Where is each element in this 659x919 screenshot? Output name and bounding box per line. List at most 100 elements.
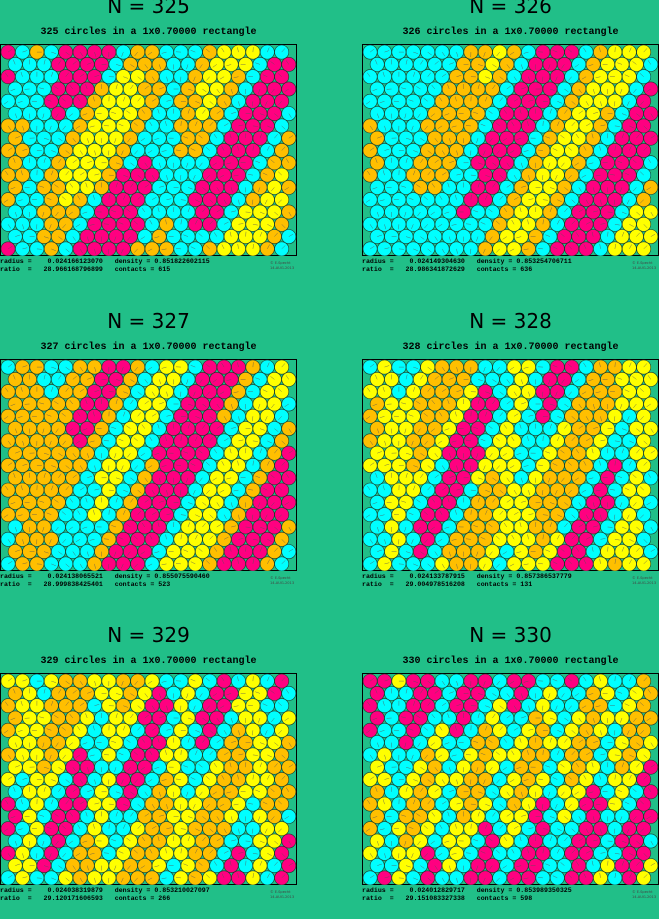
circle [210,422,224,436]
circle [1,217,15,231]
circle [363,483,377,497]
circle [421,94,435,108]
circle [565,409,579,423]
circle [435,217,449,231]
circle [15,385,29,399]
circle [557,156,571,170]
circle [174,409,188,423]
circle [231,70,245,84]
circle [428,785,442,799]
circle [442,760,456,774]
circle [370,156,384,170]
circle [485,859,499,873]
circle [629,180,643,194]
circle [565,94,579,108]
circle [428,686,442,700]
panel-subtitle: 328 circles in a 1x0.70000 rectangle [362,342,659,353]
stats-line: ratio = 29.151083327338 contacts = 598 [362,895,572,903]
circle [428,471,442,485]
circle [188,846,202,860]
stats-line: radius = 0.024038319879 density = 0.8532… [0,887,210,895]
circle [370,397,384,411]
circle [550,699,564,713]
circle [572,785,586,799]
circle [159,532,173,546]
circle [413,736,427,750]
circle [550,674,564,688]
circle [116,748,130,762]
circle [253,785,267,799]
circle [131,723,145,737]
circle [579,119,593,133]
circle [421,674,435,688]
circle [123,422,137,436]
circle [159,699,173,713]
credit-line: © E.Specht [270,261,294,266]
circle [593,846,607,860]
circle [464,483,478,497]
circle [572,230,586,244]
circle [145,532,159,546]
circle [8,785,22,799]
circle [203,508,217,522]
circle [586,834,600,848]
circle [131,674,145,688]
circle [131,846,145,860]
circle [377,508,391,522]
circle [478,217,492,231]
credit-line: © E.Specht [632,261,656,266]
circle [123,545,137,559]
circle [586,711,600,725]
circle [478,532,492,546]
circle [586,446,600,460]
circle [586,397,600,411]
circle-packing [0,44,297,256]
stats: radius = 0.024138065521 density = 0.8550… [0,573,210,589]
circle [152,372,166,386]
circle [152,156,166,170]
circle [66,859,80,873]
circle [145,797,159,811]
circle [210,180,224,194]
stats-line: radius = 0.024133787915 density = 0.8573… [362,573,572,581]
circle [629,711,643,725]
circle [138,471,152,485]
circle [224,205,238,219]
circle [217,557,231,571]
circle [174,508,188,522]
circle [363,434,377,448]
circle [1,193,15,207]
circle [370,736,384,750]
circle [507,70,521,84]
panel-subtitle: 330 circles in a 1x0.70000 rectangle [362,656,659,667]
circle [572,131,586,145]
circle [586,495,600,509]
circle [507,532,521,546]
circle [406,217,420,231]
circle [485,760,499,774]
circle [363,557,377,571]
circle [442,495,456,509]
circle [399,809,413,823]
circle [442,520,456,534]
circle [87,385,101,399]
circle [217,508,231,522]
circle [370,180,384,194]
circle [593,557,607,571]
circle [37,785,51,799]
circle [246,217,260,231]
circle [593,508,607,522]
circle [267,57,281,71]
circle [608,168,622,182]
circle [392,168,406,182]
circle [80,760,94,774]
circle [231,532,245,546]
circle [203,871,217,885]
circle [601,834,615,848]
circle [507,508,521,522]
panel-subtitle: 325 circles in a 1x0.70000 rectangle [0,27,297,38]
circle [224,446,238,460]
circle [123,809,137,823]
circle [159,797,173,811]
circle [644,736,658,750]
